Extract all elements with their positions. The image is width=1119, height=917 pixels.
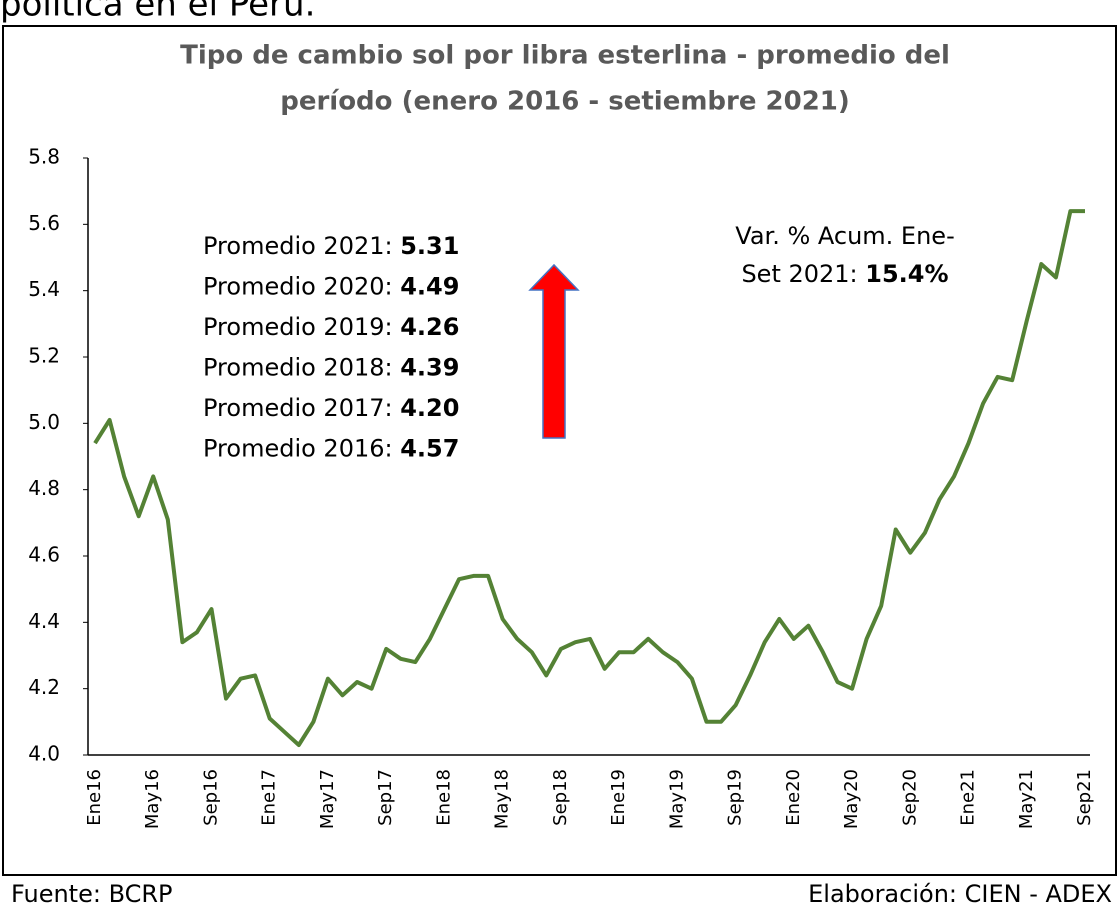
arrow (528, 263, 580, 439)
x-tick-label: May16 (142, 769, 163, 829)
average-note: Promedio 2020: 4.49 (203, 273, 459, 301)
average-value: 4.20 (400, 394, 459, 422)
average-value: 4.57 (400, 435, 459, 463)
variation-value: 15.4% (865, 260, 948, 288)
source: Fuente: BCRP (11, 880, 173, 908)
average-label: Promedio 2020: (203, 273, 400, 301)
x-tick-label: Sep16 (200, 769, 221, 826)
x-tick-label: Sep19 (725, 769, 746, 826)
y-tick-label: 5.4 (28, 277, 60, 301)
chart-title: período (enero 2016 - setiembre 2021) (280, 87, 850, 117)
x-tick-label: May21 (1016, 769, 1037, 829)
average-label: Promedio 2017: (203, 394, 400, 422)
y-tick-label: 4.2 (28, 675, 60, 699)
average-value: 4.26 (400, 313, 459, 341)
credit: Elaboración: CIEN - ADEX (808, 880, 1112, 908)
x-tick-label: Ene19 (608, 769, 629, 826)
y-tick-label: 4.0 (28, 742, 60, 766)
x-tick-label: Ene16 (84, 769, 105, 826)
x-tick-label: May18 (492, 769, 513, 829)
x-tick-label: Sep21 (1074, 769, 1095, 826)
average-note: Promedio 2016: 4.57 (203, 435, 459, 463)
average-label: Promedio 2019: (203, 313, 400, 341)
average-label: Promedio 2021: (203, 232, 400, 260)
line-series (93, 209, 1085, 747)
x-tick-label: Sep18 (550, 769, 571, 826)
x-tick-label: Sep20 (899, 769, 920, 826)
heading: política en el Perú. (0, 0, 315, 25)
average-note: Promedio 2018: 4.39 (203, 354, 459, 382)
average-note: Promedio 2017: 4.20 (203, 394, 459, 422)
average-label: Promedio 2016: (203, 435, 400, 463)
y-tick-label: 4.8 (28, 476, 60, 500)
variation-note: Var. % Acum. Ene- (735, 222, 954, 250)
chart-title: Tipo de cambio sol por libra esterlina -… (180, 41, 950, 71)
variation-note: Set 2021: 15.4% (741, 260, 948, 288)
x-tick-label: Ene17 (259, 769, 280, 826)
x-tick-label: Sep17 (375, 769, 396, 826)
variation-label: Set 2021: (741, 260, 865, 288)
frame (2, 25, 1117, 876)
x-tick-label: May20 (841, 769, 862, 829)
y-tick-label: 5.8 (28, 145, 60, 169)
average-note: Promedio 2019: 4.26 (203, 313, 459, 341)
x-tick-label: May19 (666, 769, 687, 829)
average-value: 4.49 (400, 273, 459, 301)
average-value: 4.39 (400, 354, 459, 382)
x-tick-label: Ene21 (958, 769, 979, 826)
y-tick-label: 5.0 (28, 410, 60, 434)
average-value: 5.31 (400, 232, 459, 260)
x-tick-label: Ene18 (433, 769, 454, 826)
y-tick-label: 4.4 (28, 609, 60, 633)
average-note: Promedio 2021: 5.31 (203, 232, 459, 260)
x-tick-label: May17 (317, 769, 338, 829)
y-tick-label: 4.6 (28, 543, 60, 567)
average-label: Promedio 2018: (203, 354, 400, 382)
y-tick-label: 5.2 (28, 344, 60, 368)
x-tick-label: Ene20 (783, 769, 804, 826)
y-tick-label: 5.6 (28, 211, 60, 235)
